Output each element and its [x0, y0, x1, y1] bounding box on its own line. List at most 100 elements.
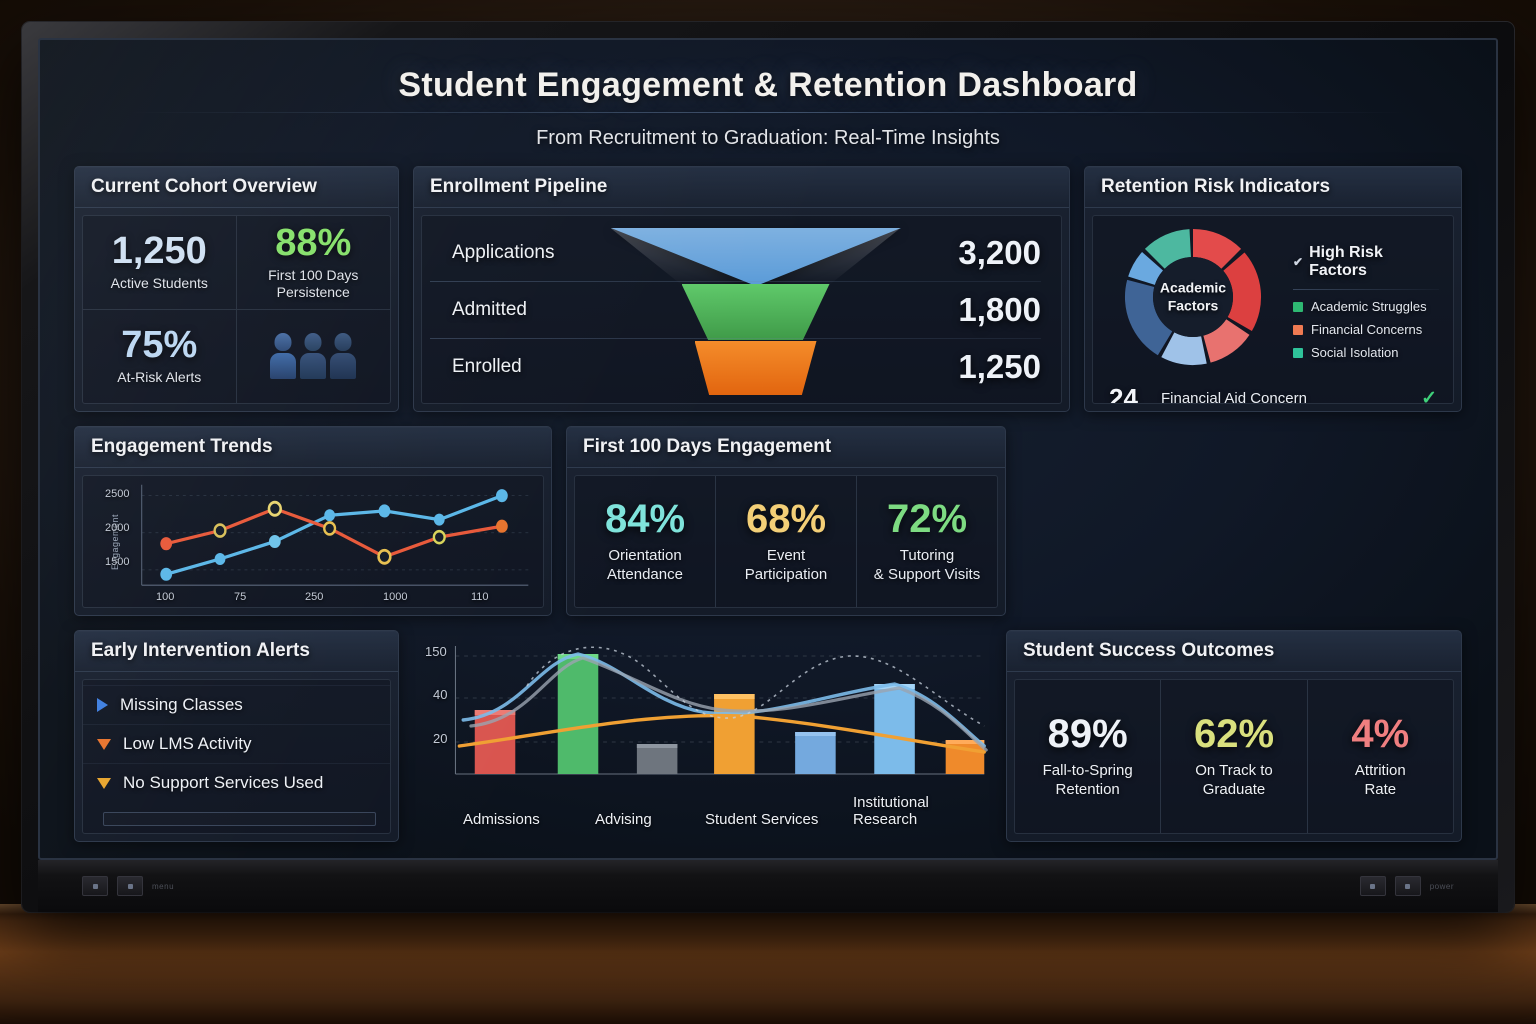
- outcome-fall-to-spring-retention[interactable]: 89% Fall-to-Spring Retention: [1015, 680, 1160, 833]
- alert-no-support-services-used[interactable]: No Support Services Used: [83, 764, 390, 802]
- outcome-attrition-line1: Attrition: [1354, 761, 1406, 779]
- funnel-stage-applications[interactable]: Applications 3,200: [430, 224, 1041, 286]
- panel-body-cohort: 1,250 Active Students 88% First 100 Days…: [82, 215, 391, 404]
- tv-menu-label: menu: [152, 881, 175, 891]
- metric-orientation-attendance[interactable]: 84% Orientation Attendance: [575, 476, 715, 607]
- risk-legend: ✔ High Risk Factors Academic Struggles: [1283, 222, 1445, 371]
- alert-label-no-support: No Support Services Used: [123, 773, 324, 792]
- tv-button-3[interactable]: [1359, 876, 1386, 896]
- check-icon-financial: ✓: [1421, 388, 1437, 404]
- donut-center-line1: Academic: [1159, 279, 1227, 296]
- outcome-attrition-rate[interactable]: 4% Attrition Rate: [1306, 680, 1453, 833]
- trends-xtick-4: 110: [471, 591, 489, 603]
- funnel-segment-enrolled: [694, 341, 817, 395]
- funnel-value-applications: 3,200: [958, 233, 1041, 271]
- panel-body-trends: Engagement 2500 2000 1500 100 75 250 100…: [82, 475, 544, 608]
- trends-xtick-3: 1000: [383, 591, 408, 603]
- funnel-value-admitted: 1,800: [958, 290, 1041, 328]
- alert-low-lms-activity[interactable]: Low LMS Activity: [83, 725, 390, 764]
- panel-title-cohort: Current Cohort Overview: [75, 167, 398, 208]
- outcome-graduate-value: 62%: [1193, 711, 1275, 756]
- dashboard-row-top: Current Cohort Overview 1,250 Active Stu…: [74, 166, 1462, 412]
- funnel-segment-enrolled-slot: [610, 338, 901, 395]
- outcome-retention-line2: Retention: [1055, 780, 1120, 798]
- tv-power-label: power: [1429, 881, 1454, 891]
- metric-tutoring-support-visits[interactable]: 72% Tutoring & Support Visits: [856, 476, 997, 607]
- funnel-label-enrolled: Enrolled: [452, 355, 522, 377]
- department-activity-chart[interactable]: 150 40 20 Admissions Advising Student Se…: [413, 630, 992, 842]
- trends-xtick-1: 75: [234, 591, 247, 603]
- kpi-first-100-days-persistence[interactable]: 88% First 100 Days Persistence: [236, 216, 390, 310]
- bars-xtick-advising: Advising: [595, 811, 652, 828]
- kpi-active-students[interactable]: 1,250 Active Students: [83, 216, 237, 310]
- panel-title-pipeline: Enrollment Pipeline: [414, 167, 1069, 208]
- metric-tutoring-value: 72%: [886, 496, 968, 541]
- metric-event-line1: Event: [766, 546, 806, 564]
- legend-item-social-isolation[interactable]: Social Isolation: [1293, 345, 1439, 360]
- funnel-stage-admitted[interactable]: Admitted 1,800: [430, 281, 1041, 340]
- panel-student-success-outcomes: Student Success Outcomes 89% Fall-to-Spr…: [1006, 630, 1462, 842]
- outcome-retention-line1: Fall-to-Spring: [1042, 761, 1133, 779]
- panel-body-risk: Academic Factors ✔ High Risk Factors: [1092, 215, 1454, 404]
- trends-svg: [141, 484, 529, 586]
- kpi-persistence-label: First 100 Days Persistence: [268, 267, 358, 301]
- panel-body-first100: 84% Orientation Attendance 68%: [574, 475, 998, 608]
- funnel-segment-admitted-slot: [610, 281, 901, 340]
- funnel-label-applications: Applications: [452, 241, 555, 263]
- tv-button-4[interactable]: [1394, 876, 1421, 896]
- trends-ytick-2: 1500: [105, 556, 130, 568]
- legend-item-financial-concerns[interactable]: Financial Concerns: [1293, 322, 1439, 337]
- funnel-label-admitted: Admitted: [452, 298, 527, 320]
- title-divider: [129, 112, 1407, 113]
- engagement-trends-chart[interactable]: Engagement 2500 2000 1500 100 75 250 100…: [83, 476, 543, 607]
- wooden-table: [0, 904, 1536, 1024]
- tv-button-2[interactable]: [117, 876, 143, 896]
- alerts-progress-bar[interactable]: [103, 812, 376, 826]
- panel-engagement-trends: Engagement Trends: [74, 426, 552, 616]
- legend-item-academic-struggles[interactable]: Academic Struggles: [1293, 299, 1439, 314]
- triangle-right-icon: [97, 698, 108, 712]
- metric-event-participation[interactable]: 68% Event Participation: [715, 476, 856, 607]
- tv-button-1[interactable]: [82, 876, 108, 896]
- dashboard: Student Engagement & Retention Dashboard…: [40, 40, 1496, 858]
- kpi-persistence-label-line2: Persistence: [276, 283, 350, 300]
- legend-title-high-risk: ✔ High Risk Factors: [1293, 244, 1439, 280]
- panel-current-cohort-overview: Current Cohort Overview 1,250 Active Stu…: [74, 166, 399, 412]
- outcome-graduate-line2: Graduate: [1202, 780, 1266, 798]
- tv-screen: Student Engagement & Retention Dashboard…: [38, 38, 1498, 860]
- risk-count-financial: 24: [1109, 383, 1138, 404]
- alert-missing-classes[interactable]: Missing Classes: [83, 685, 390, 725]
- kpi-at-risk-alerts[interactable]: 75% At-Risk Alerts: [83, 309, 237, 403]
- risk-donut-chart[interactable]: Academic Factors: [1103, 222, 1283, 372]
- panel-body-outcomes: 89% Fall-to-Spring Retention 62%: [1014, 679, 1454, 834]
- kpi-persistence-label-line1: First 100 Days: [268, 266, 359, 283]
- panel-body-alerts: Missing Classes Low LMS Activity No Supp…: [82, 679, 391, 834]
- outcome-on-track-to-graduate[interactable]: 62% On Track to Graduate: [1160, 680, 1306, 833]
- legend-label-social: Social Isolation: [1311, 345, 1399, 360]
- legend-swatch-academic: [1293, 301, 1303, 312]
- tv-right-controls[interactable]: power: [1359, 876, 1454, 896]
- tv-left-controls[interactable]: menu: [82, 876, 174, 896]
- funnel-segment-applications: [610, 228, 901, 286]
- outcome-attrition-line2: Rate: [1364, 780, 1397, 798]
- people-icon: [270, 333, 357, 380]
- outcome-retention-value: 89%: [1047, 711, 1128, 756]
- legend-title-text: High Risk Factors: [1309, 244, 1383, 279]
- funnel-segment-admitted: [681, 284, 830, 340]
- bars-ytick-2: 20: [433, 731, 448, 746]
- funnel-segment-applications-slot: [610, 224, 901, 286]
- panel-title-risk: Retention Risk Indicators: [1085, 167, 1461, 208]
- donut-center-line2: Factors: [1167, 297, 1219, 313]
- bars-ytick-0: 150: [425, 644, 447, 659]
- funnel-stage-enrolled[interactable]: Enrolled 1,250: [430, 338, 1041, 395]
- page-title: Student Engagement & Retention Dashboard: [398, 66, 1138, 104]
- panel-enrollment-pipeline: Enrollment Pipeline Applications: [413, 166, 1070, 412]
- alert-label-low-lms: Low LMS Activity: [123, 734, 252, 753]
- donut-center-label: Academic Factors: [1145, 280, 1241, 315]
- triangle-down-icon-yellow: [97, 777, 111, 789]
- legend-swatch-financial: [1293, 324, 1303, 335]
- metric-event-line2: Participation: [744, 565, 828, 583]
- risk-row-financial-aid-concern[interactable]: 24 Financial Aid Concern ✓: [1107, 375, 1439, 404]
- risk-indicator-list: 24 Financial Aid Concern ✓ 18 Low Engage…: [1093, 371, 1453, 404]
